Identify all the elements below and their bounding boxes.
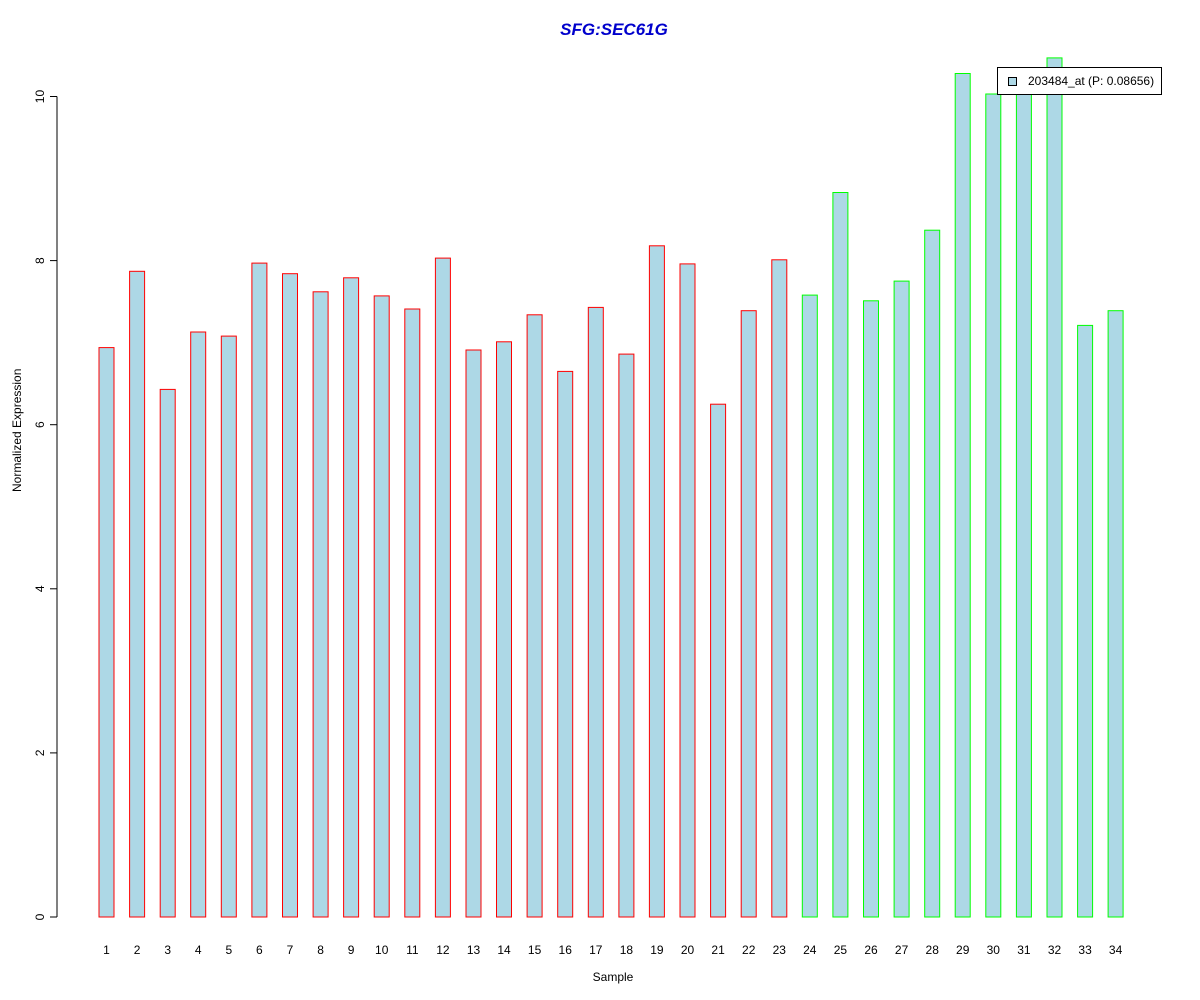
- x-tick-label: 1: [103, 943, 110, 957]
- chart-title: SFG:SEC61G: [560, 20, 668, 39]
- x-tick-label: 30: [987, 943, 1001, 957]
- bar-sample-10: [373, 295, 390, 918]
- legend: 203484_at (P: 0.08656): [997, 67, 1162, 95]
- x-tick-label: 3: [164, 943, 171, 957]
- bar-sample-25: [832, 192, 849, 918]
- x-tick-label: 27: [895, 943, 909, 957]
- x-tick-label: 2: [134, 943, 141, 957]
- x-tick-label: 14: [497, 943, 511, 957]
- bar-sample-11: [404, 308, 421, 918]
- bar-sample-7: [282, 273, 298, 918]
- x-tick-label: 10: [375, 943, 389, 957]
- x-tick-label: 34: [1109, 943, 1123, 957]
- bar-sample-23: [771, 259, 788, 918]
- x-tick-label: 8: [317, 943, 324, 957]
- bar-sample-16: [557, 370, 574, 918]
- y-tick-label: 6: [33, 421, 47, 428]
- x-tick-label: 20: [681, 943, 695, 957]
- y-tick-label: 10: [33, 90, 47, 104]
- bar-sample-1: [98, 347, 115, 918]
- bar-sample-27: [893, 280, 910, 918]
- bar-sample-21: [710, 403, 727, 918]
- x-tick-label: 9: [348, 943, 355, 957]
- x-tick-label: 4: [195, 943, 202, 957]
- y-tick-label: 4: [33, 585, 47, 592]
- x-tick-label: 33: [1078, 943, 1092, 957]
- legend-swatch: [1008, 77, 1017, 86]
- y-tick-label: 0: [33, 913, 47, 920]
- y-axis: 0 2 4 6 8 10: [33, 90, 58, 920]
- y-axis-label: Normalized Expression: [10, 368, 24, 492]
- x-tick-label: 23: [773, 943, 787, 957]
- bar-sample-28: [924, 229, 941, 918]
- x-tick-label: 7: [287, 943, 294, 957]
- x-tick-label: 11: [406, 943, 419, 957]
- bar-sample-14: [496, 341, 512, 918]
- bar-sample-17: [587, 306, 604, 918]
- x-tick-label: 24: [803, 943, 817, 957]
- legend-label: 203484_at (P: 0.08656): [1028, 74, 1155, 88]
- bar-sample-26: [863, 300, 879, 918]
- x-tick-label: 12: [436, 943, 450, 957]
- bar-sample-13: [465, 349, 482, 918]
- bar-sample-22: [740, 310, 757, 918]
- x-axis-label: Sample: [592, 970, 634, 984]
- x-tick-label: 31: [1017, 943, 1031, 957]
- x-tick-label: 16: [559, 943, 573, 957]
- bar-sample-24: [801, 294, 818, 918]
- x-tick-label: 25: [834, 943, 848, 957]
- bar-sample-30: [985, 93, 1002, 918]
- x-tick-label: 18: [620, 943, 634, 957]
- bar-sample-32: [1046, 57, 1063, 918]
- x-tick-label: 5: [225, 943, 232, 957]
- x-tick-label: 6: [256, 943, 263, 957]
- y-tick-label: 8: [33, 257, 47, 264]
- bar-sample-12: [434, 257, 451, 918]
- bar-sample-8: [312, 291, 329, 918]
- bar-sample-31: [1015, 87, 1032, 918]
- bar-sample-34: [1107, 310, 1124, 918]
- bar-sample-15: [526, 314, 543, 918]
- bar-sample-20: [679, 263, 696, 918]
- bar-sample-9: [343, 277, 360, 918]
- x-tick-label: 15: [528, 943, 542, 957]
- bar-sample-2: [129, 270, 146, 918]
- bar-sample-4: [190, 331, 207, 918]
- x-tick-label: 13: [467, 943, 481, 957]
- bar-sample-6: [251, 262, 268, 918]
- bar-sample-5: [220, 335, 237, 918]
- x-tick-labels: 1 2 3 4 5 6 7 8 9 10 11 12 13 14 15 16 17 18 19 20 21 22 23 24 2…: [103, 943, 1122, 957]
- x-tick-label: 29: [956, 943, 970, 957]
- x-tick-label: 28: [926, 943, 940, 957]
- bars: [98, 57, 1124, 918]
- x-tick-label: 32: [1048, 943, 1062, 957]
- y-tick-label: 2: [33, 749, 47, 756]
- x-tick-label: 21: [711, 943, 725, 957]
- x-tick-label: 17: [589, 943, 603, 957]
- x-tick-label: 26: [864, 943, 878, 957]
- bar-sample-29: [954, 73, 971, 918]
- bar-sample-33: [1077, 324, 1094, 918]
- bar-sample-19: [648, 245, 665, 918]
- x-tick-label: 19: [650, 943, 664, 957]
- bar-sample-18: [618, 353, 635, 918]
- x-tick-label: 22: [742, 943, 756, 957]
- bar-sample-3: [159, 388, 176, 918]
